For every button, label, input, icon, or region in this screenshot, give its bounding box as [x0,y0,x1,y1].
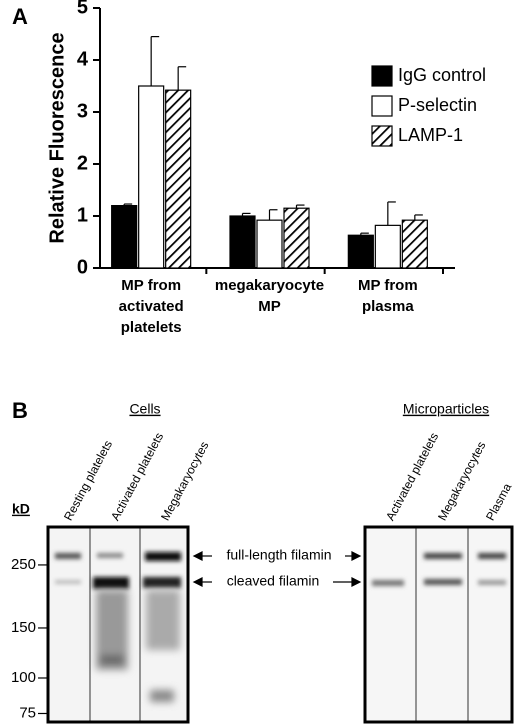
lane-label: Activated platelets [108,430,166,523]
bar [283,207,310,269]
blot-image [46,525,514,724]
x-tick-label: activated [119,298,184,315]
y-tick-label: 1 [77,204,88,226]
y-tick-label: 100 [11,669,36,686]
panel-label: B [12,398,28,423]
unit-label: kD [12,501,30,517]
bar [347,234,374,269]
annotation: cleaved filamin [227,573,320,589]
x-tick-label: platelets [121,319,182,336]
arrows [192,551,362,587]
x-tick-label: MP from [358,277,418,294]
bar [165,89,192,269]
bar [374,224,401,269]
x-tick-label: MP from [121,277,181,294]
y-tick-label: 4 [77,48,89,70]
legend-swatch [371,95,393,117]
y-tick-label: 0 [77,256,88,278]
group-label: Cells [129,401,160,417]
y-axis-label: Relative Fluorescence [46,32,68,243]
lane-label: Megakaryocytes [158,439,211,523]
y-tick-label: 3 [77,100,88,122]
bar [229,215,256,269]
annotation: full-length filamin [226,547,331,563]
lane-label: Activated platelets [383,430,441,523]
y-tick-label: 150 [11,619,36,636]
legend-swatch [371,125,393,147]
bar [111,205,138,269]
legend-label: LAMP-1 [398,125,463,145]
bar [256,219,283,269]
smears [96,590,180,702]
y-tick-label: 5 [77,0,88,18]
panel-label: A [12,4,28,29]
bands [55,552,506,589]
lane-label: Resting platelets [61,438,115,523]
lane-label: Megakaryocytes [435,439,488,523]
bar [138,85,165,269]
group-label: Microparticles [403,401,489,417]
x-tick-label: megakaryocyte [215,277,324,294]
lane-label: Plasma [483,481,514,523]
y-tick-label: 250 [11,556,36,573]
y-tick-label: 75 [19,704,36,721]
legend-swatch [371,65,393,87]
legend-label: P-selectin [398,95,477,115]
y-tick-label: 2 [77,152,88,174]
bar [401,219,428,269]
blot-background [365,527,512,722]
x-tick-label: MP [258,298,281,315]
x-tick-label: plasma [362,298,414,315]
legend-label: IgG control [398,65,486,85]
